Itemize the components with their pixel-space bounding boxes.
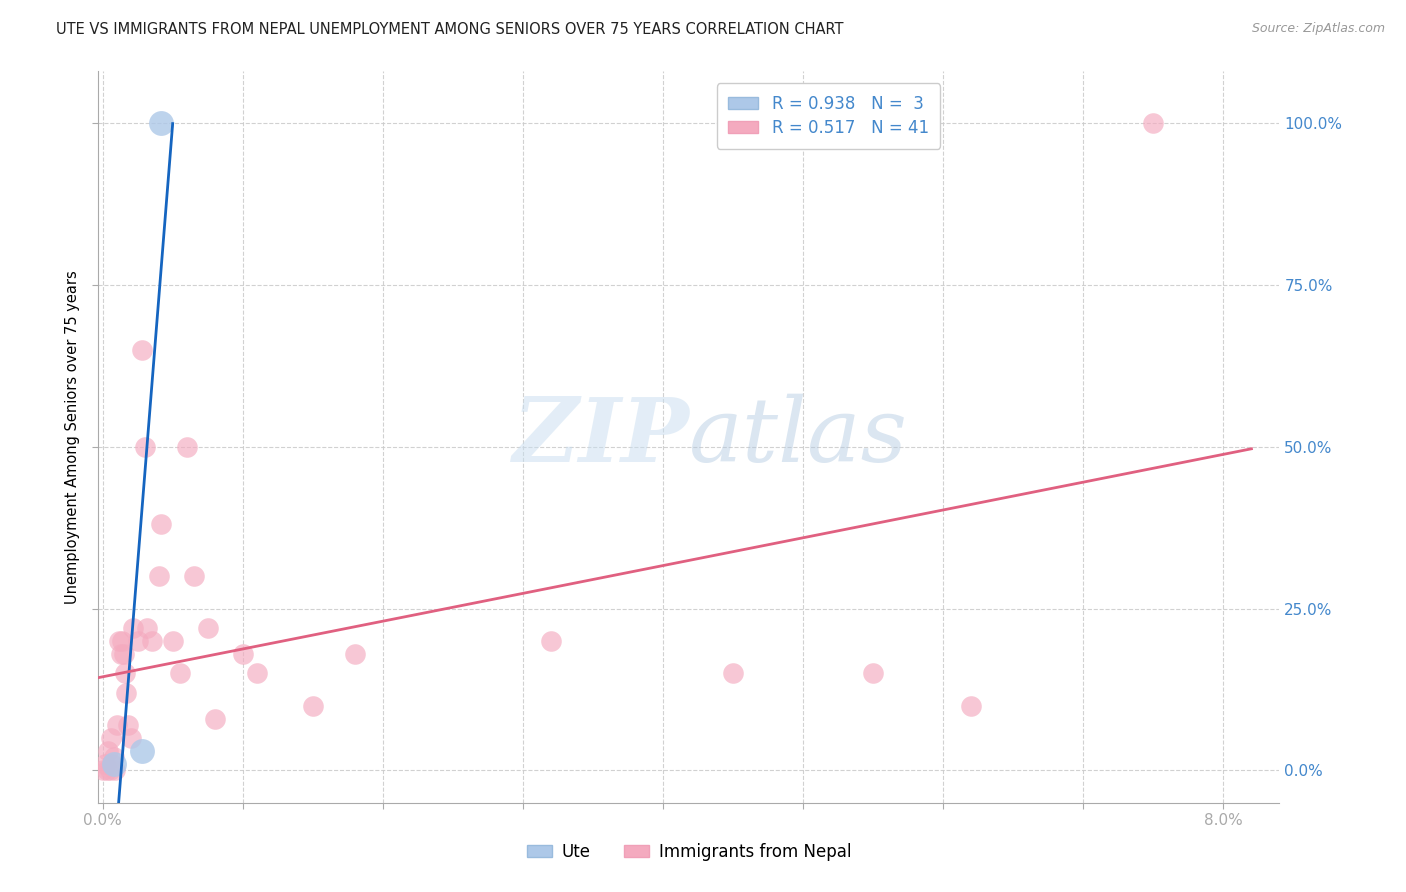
Point xyxy=(100,731,122,745)
Point xyxy=(127,634,149,648)
Point xyxy=(176,440,198,454)
Point xyxy=(150,517,173,532)
Point xyxy=(101,756,124,771)
Point xyxy=(232,647,254,661)
Point xyxy=(131,744,153,758)
Point xyxy=(183,569,205,583)
Point xyxy=(112,647,135,661)
Point xyxy=(862,666,884,681)
Text: atlas: atlas xyxy=(689,393,908,481)
Point xyxy=(111,634,134,648)
Point xyxy=(91,764,114,778)
Point xyxy=(115,686,138,700)
Point xyxy=(169,666,191,681)
Point xyxy=(114,666,136,681)
Point xyxy=(94,756,117,771)
Point xyxy=(721,666,744,681)
Y-axis label: Unemployment Among Seniors over 75 years: Unemployment Among Seniors over 75 years xyxy=(65,270,80,604)
Point xyxy=(120,731,142,745)
Point xyxy=(148,569,170,583)
Point xyxy=(343,647,366,661)
Point xyxy=(162,634,184,648)
Legend: Ute, Immigrants from Nepal: Ute, Immigrants from Nepal xyxy=(520,837,858,868)
Point xyxy=(131,343,153,357)
Point xyxy=(122,621,145,635)
Point xyxy=(136,621,159,635)
Point xyxy=(134,440,156,454)
Point xyxy=(246,666,269,681)
Point xyxy=(97,744,120,758)
Point xyxy=(103,756,125,771)
Text: Source: ZipAtlas.com: Source: ZipAtlas.com xyxy=(1251,22,1385,36)
Point xyxy=(301,698,323,713)
Point xyxy=(150,116,173,130)
Point xyxy=(96,764,118,778)
Point xyxy=(117,718,139,732)
Text: UTE VS IMMIGRANTS FROM NEPAL UNEMPLOYMENT AMONG SENIORS OVER 75 YEARS CORRELATIO: UTE VS IMMIGRANTS FROM NEPAL UNEMPLOYMEN… xyxy=(56,22,844,37)
Point xyxy=(108,634,131,648)
Point xyxy=(960,698,983,713)
Point xyxy=(110,647,132,661)
Point xyxy=(105,718,128,732)
Point xyxy=(540,634,562,648)
Text: ZIP: ZIP xyxy=(513,394,689,480)
Point xyxy=(204,712,226,726)
Point xyxy=(98,764,121,778)
Point xyxy=(141,634,163,648)
Point xyxy=(1142,116,1164,130)
Point xyxy=(197,621,219,635)
Point xyxy=(104,764,127,778)
Point xyxy=(103,750,125,764)
